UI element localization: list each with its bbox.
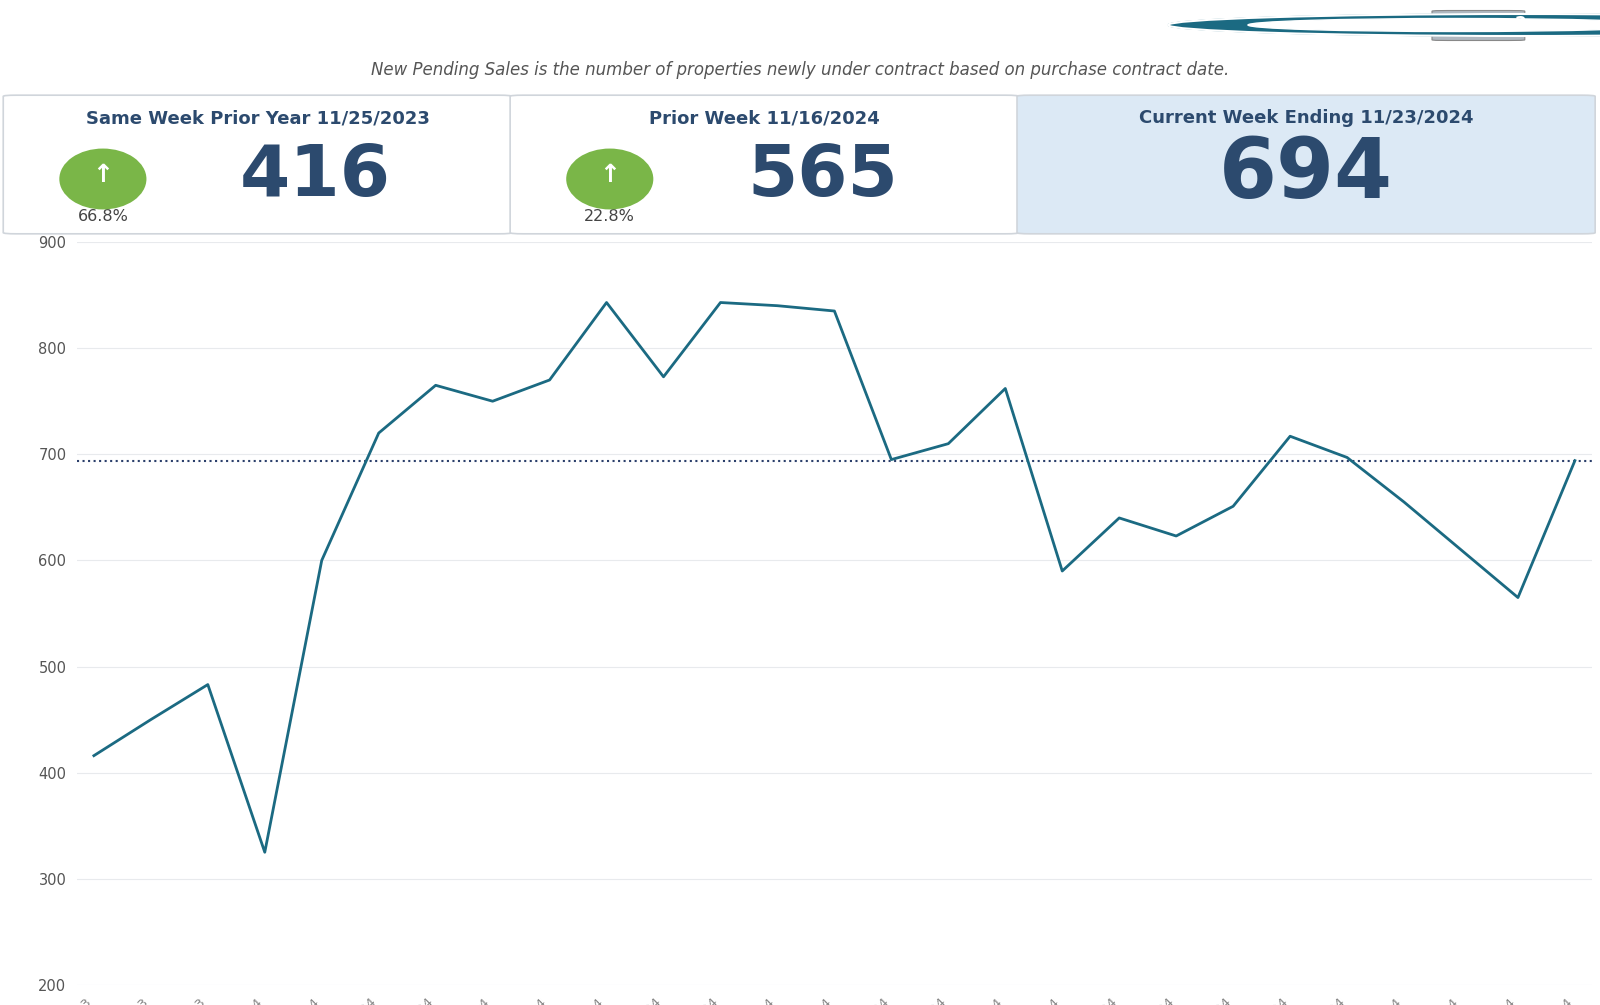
Text: New Pending Sales: New Pending Sales — [573, 8, 931, 41]
Text: ▼: ▼ — [968, 18, 982, 36]
Text: New Pending Sales is the number of properties newly under contract based on purc: New Pending Sales is the number of prope… — [371, 61, 1229, 79]
Text: ?: ? — [1514, 15, 1526, 34]
Circle shape — [1168, 14, 1600, 36]
Text: Show Filters:: Show Filters: — [1320, 16, 1426, 34]
Text: 565: 565 — [747, 142, 898, 211]
Text: ↑: ↑ — [600, 163, 621, 187]
Text: ↑: ↑ — [93, 163, 114, 187]
Ellipse shape — [566, 149, 653, 209]
Text: 🖨: 🖨 — [1558, 15, 1571, 34]
FancyBboxPatch shape — [1432, 10, 1525, 40]
Circle shape — [1248, 18, 1600, 31]
Text: 22.8%: 22.8% — [584, 209, 635, 224]
Text: 694: 694 — [1219, 134, 1394, 215]
Text: Same Week Prior Year 11/25/2023: Same Week Prior Year 11/25/2023 — [85, 110, 429, 127]
FancyBboxPatch shape — [1018, 95, 1595, 234]
Text: Current Week Ending 11/23/2024: Current Week Ending 11/23/2024 — [1139, 110, 1474, 127]
Text: 66.8%: 66.8% — [77, 209, 128, 224]
Ellipse shape — [59, 149, 147, 209]
Text: Prior Week 11/16/2024: Prior Week 11/16/2024 — [650, 110, 880, 127]
FancyBboxPatch shape — [510, 95, 1019, 234]
FancyBboxPatch shape — [3, 95, 512, 234]
Text: 416: 416 — [240, 142, 390, 211]
